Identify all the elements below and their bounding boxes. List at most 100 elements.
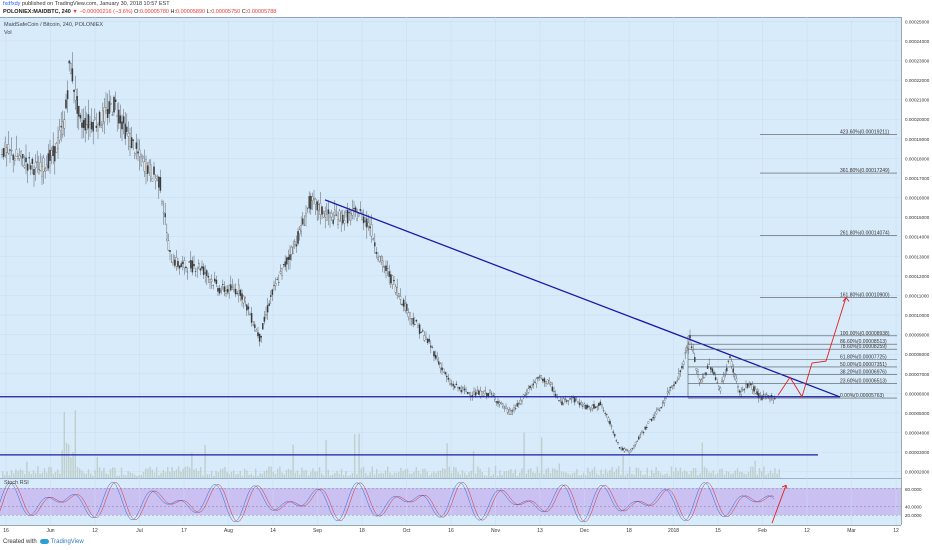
candle-body xyxy=(166,232,168,240)
candle-body xyxy=(314,198,317,205)
candle-body xyxy=(151,177,154,182)
candle-body xyxy=(153,166,155,175)
volume-bar xyxy=(153,472,156,478)
volume-bar xyxy=(338,473,340,478)
volume-bar xyxy=(202,475,204,478)
volume-bar xyxy=(26,461,28,478)
price-axis[interactable] xyxy=(901,17,932,525)
volume-bar xyxy=(479,468,481,478)
volume-bar xyxy=(279,466,281,478)
candle-body xyxy=(41,166,43,177)
candle-body xyxy=(342,214,344,224)
x-tick-label-10: 16 xyxy=(448,528,454,534)
x-tick-label-20: 12 xyxy=(893,528,899,534)
volume-bar xyxy=(250,473,252,478)
candle-body xyxy=(465,388,467,392)
volume-bar xyxy=(547,467,549,478)
volume-bar xyxy=(373,474,376,478)
fib-label-8: 50.00%(0.00007351) xyxy=(840,362,887,368)
fib-label-0: 423.60%(0.00019211) xyxy=(840,130,889,136)
candle-body xyxy=(476,390,478,394)
y-tick-label-13: 0.00012000 xyxy=(905,274,930,279)
volume-bar xyxy=(406,468,409,478)
chart-legend-title: MaidSafeCoin / Bitcoin, 240, POLONIEX xyxy=(4,22,104,28)
candle-body xyxy=(290,246,293,255)
volume-bar xyxy=(585,475,587,478)
volume-bar xyxy=(571,473,574,478)
volume-bar xyxy=(690,470,692,478)
time-axis[interactable] xyxy=(0,525,901,536)
volume-bar xyxy=(510,469,512,478)
volume-bar xyxy=(778,469,780,478)
candle-body xyxy=(489,390,491,393)
volume-bar xyxy=(149,466,151,478)
candle-body xyxy=(761,395,763,400)
candle-body xyxy=(654,415,656,418)
candle-body xyxy=(140,157,142,166)
candle-body xyxy=(561,401,563,405)
volume-bar xyxy=(112,467,114,478)
candle-body xyxy=(462,386,464,389)
volume-bar xyxy=(549,473,552,478)
candle-body xyxy=(207,275,210,278)
volume-bar xyxy=(292,444,294,478)
candle-body xyxy=(479,390,482,397)
y-tick-label-1: 0.00024000 xyxy=(905,39,930,44)
candle-body xyxy=(111,114,114,116)
stoch-d-line xyxy=(0,482,775,523)
volume-bar xyxy=(85,473,87,478)
candle-body xyxy=(596,406,598,408)
tradingview-brand[interactable]: TradingView xyxy=(50,539,84,546)
candle-body xyxy=(106,109,109,118)
volume-bar xyxy=(736,468,739,478)
volume-bar xyxy=(261,473,263,478)
candle-body xyxy=(599,401,602,406)
candle-body xyxy=(172,262,174,266)
candle-body xyxy=(26,163,29,171)
candle-body xyxy=(193,264,195,267)
candle-body xyxy=(498,402,501,405)
volume-bar xyxy=(290,470,292,478)
volume-bar xyxy=(244,468,246,478)
stoch-band xyxy=(0,488,901,515)
volume-bar xyxy=(662,474,664,478)
volume-bar xyxy=(490,475,492,478)
candle-body xyxy=(732,368,734,373)
candle-body xyxy=(225,290,227,295)
candle-body xyxy=(623,448,626,452)
volume-bar xyxy=(323,475,325,478)
candle-body xyxy=(87,114,90,129)
volume-bar xyxy=(413,471,415,478)
candle-body xyxy=(625,449,627,451)
volume-bar xyxy=(409,473,411,478)
volume-bar xyxy=(105,473,107,478)
candle-body xyxy=(266,305,269,313)
volume-bar xyxy=(754,460,756,478)
candle-body xyxy=(546,379,549,384)
candle-body xyxy=(12,154,14,161)
volume-bar xyxy=(580,475,582,478)
volume-bar xyxy=(719,468,721,478)
candle-body xyxy=(738,390,741,393)
candle-body xyxy=(434,354,437,359)
candle-body xyxy=(326,214,328,221)
volume-bar xyxy=(318,467,321,478)
candle-body xyxy=(610,425,613,427)
author-link[interactable]: fxdfxdy xyxy=(3,1,21,7)
candle-body xyxy=(519,399,522,404)
candle-body xyxy=(330,213,333,218)
y-tick-label-4: 0.00021000 xyxy=(905,98,930,103)
candle-body xyxy=(2,148,5,157)
stoch-level-label-1: 40.0000 xyxy=(905,504,922,509)
volume-bar xyxy=(391,474,393,478)
volume-bar xyxy=(488,467,490,478)
volume-bar xyxy=(120,467,123,478)
volume-bar xyxy=(607,472,609,478)
volume-bar xyxy=(184,466,186,478)
volume-bar xyxy=(327,469,329,478)
candle-body xyxy=(150,164,152,178)
candle-body xyxy=(292,246,294,254)
y-tick-label-7: 0.00018000 xyxy=(905,156,930,161)
volume-bar xyxy=(448,466,450,478)
candle-body xyxy=(73,89,75,92)
